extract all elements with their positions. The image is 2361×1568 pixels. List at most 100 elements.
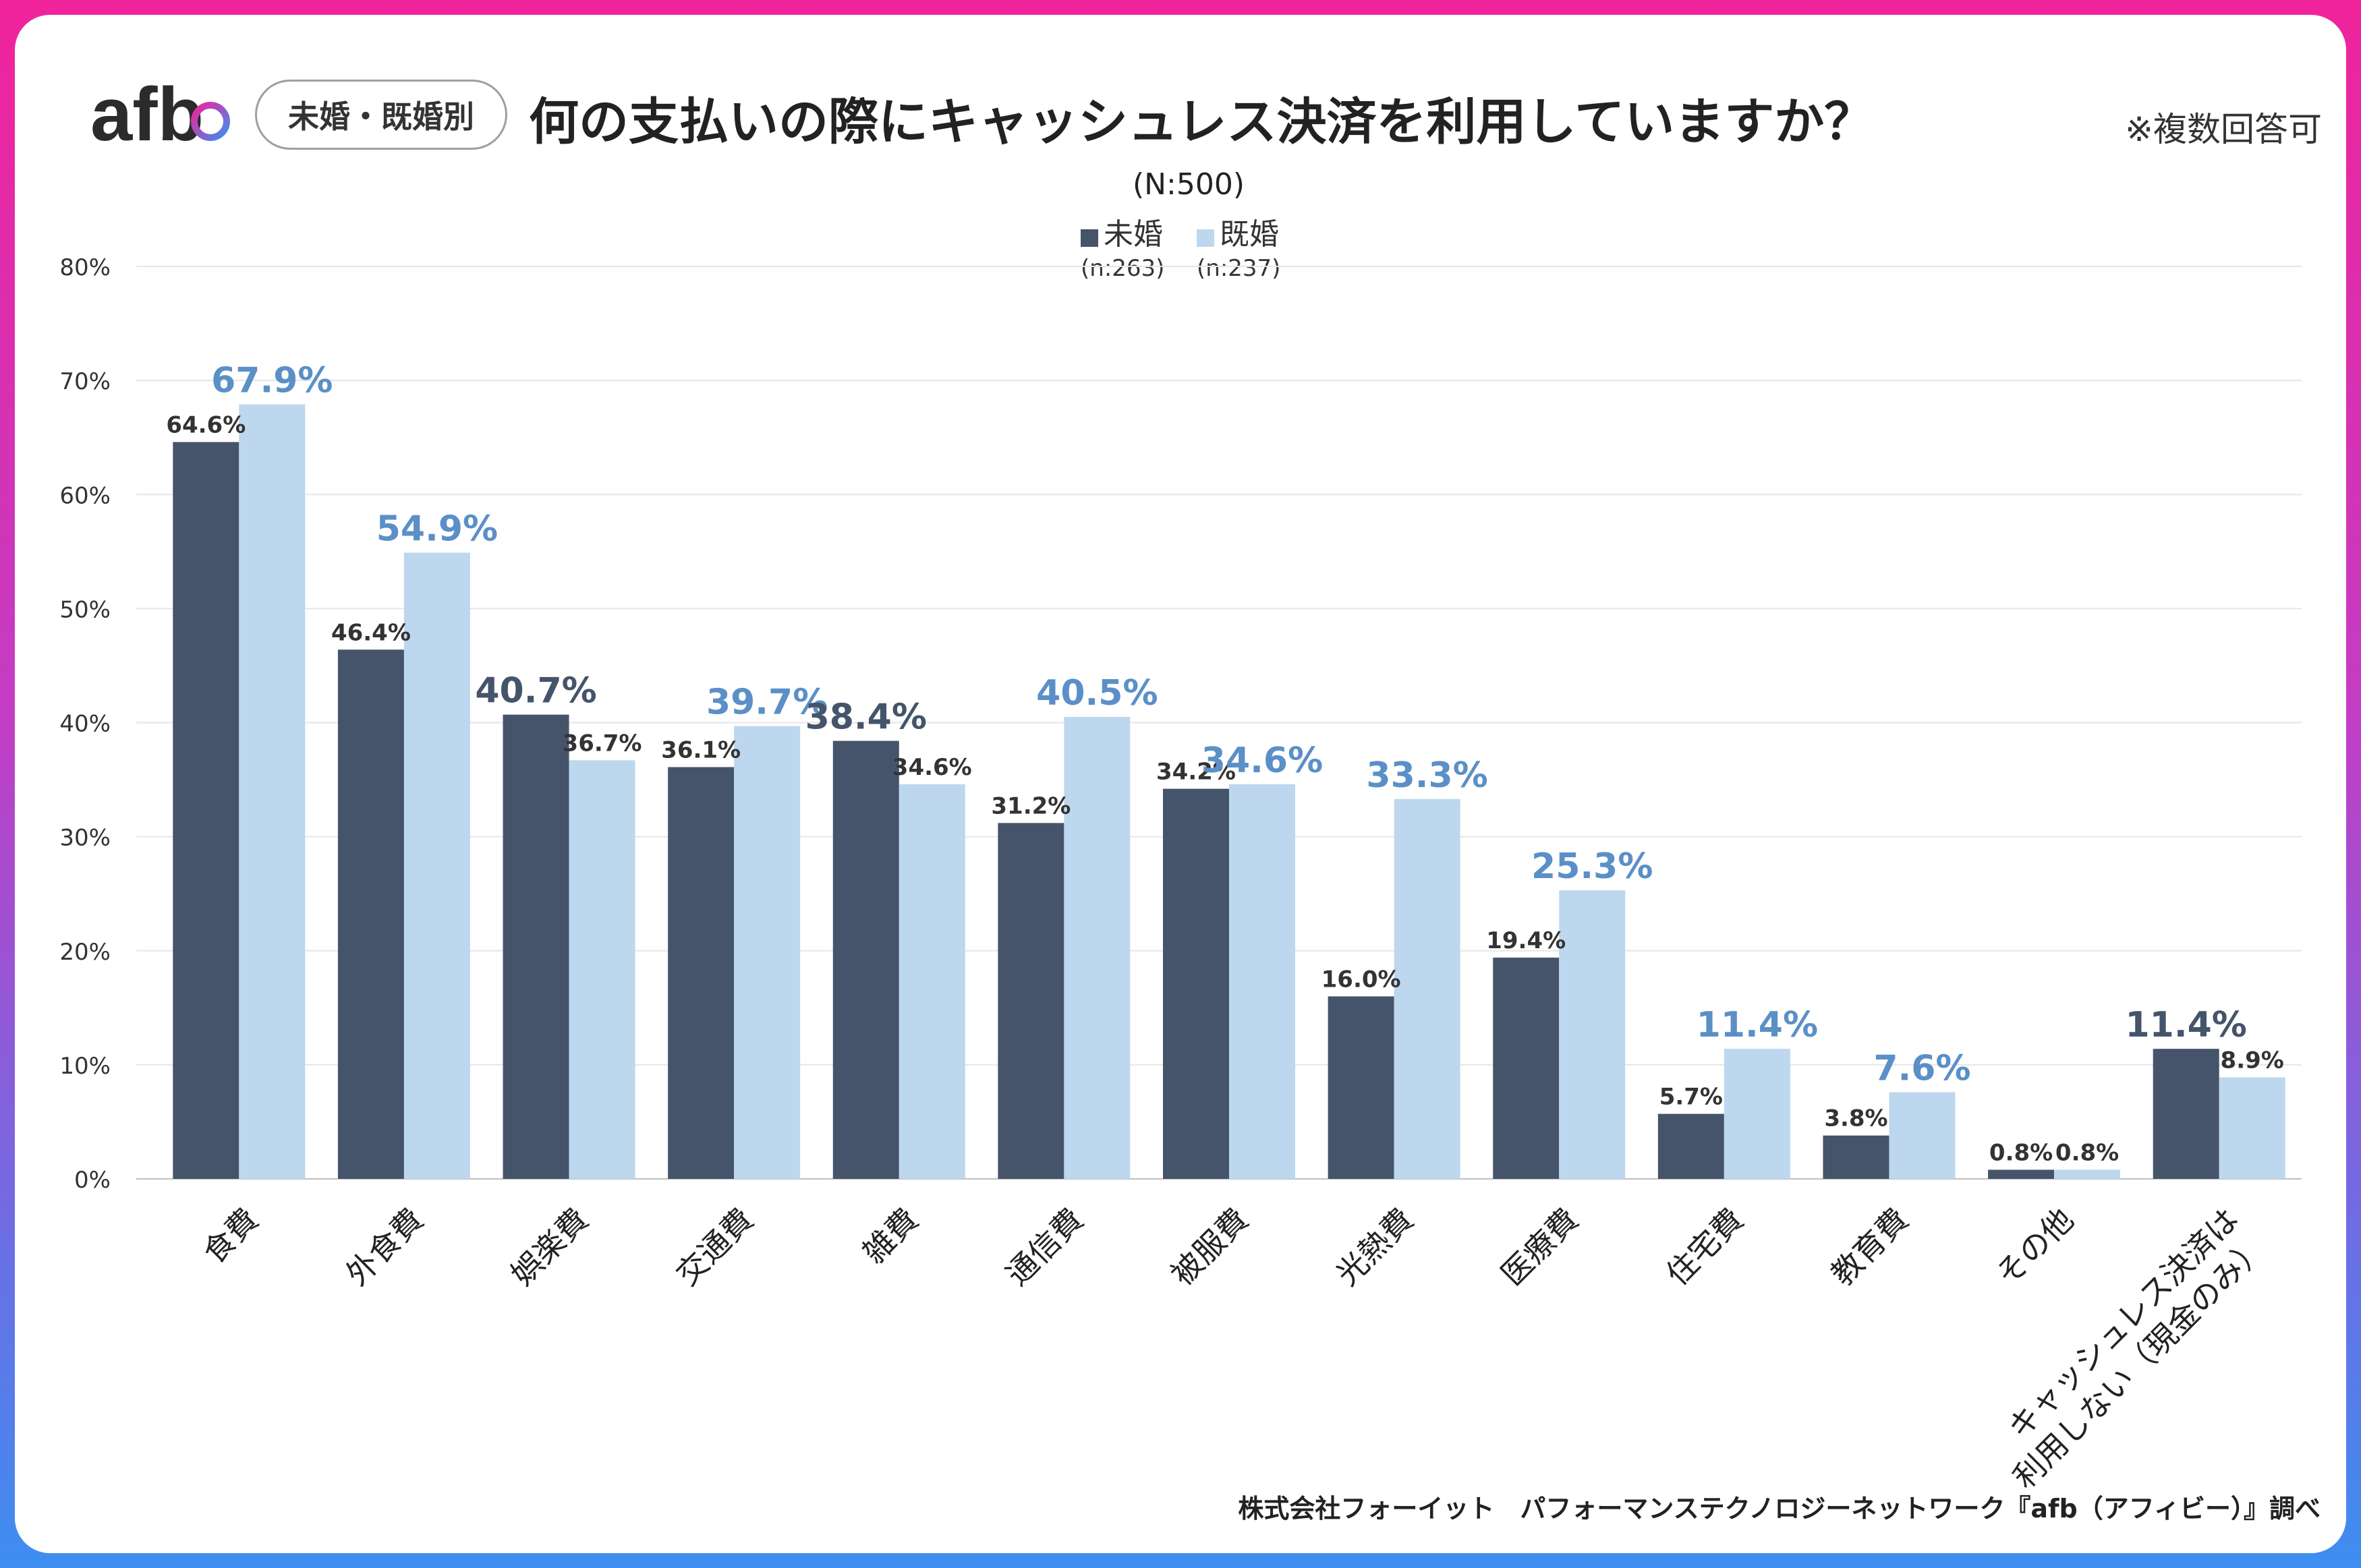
chart-card: afb 未婚・既婚別 何の支払いの際にキャッシュレス決済を利用していますか？ ※… xyxy=(15,15,2346,1553)
data-label-married: 25.3% xyxy=(1531,846,1653,887)
data-label-unmarried: 5.7% xyxy=(1659,1084,1723,1111)
category-label-line: 被服費 xyxy=(1164,1201,1255,1293)
category-label-line: 交通費 xyxy=(669,1201,760,1293)
data-label-unmarried: 36.1% xyxy=(661,736,741,763)
category-label: 住宅費 xyxy=(1659,1201,1751,1293)
bar-unmarried xyxy=(1988,1169,2055,1179)
bar-unmarried xyxy=(1328,996,1394,1179)
data-label-unmarried: 34.2% xyxy=(1156,759,1236,786)
bar-married xyxy=(1064,717,1131,1179)
data-label-unmarried: 64.6% xyxy=(166,411,246,438)
data-label-married: 36.7% xyxy=(563,730,642,757)
logo-accent-ring xyxy=(191,102,230,141)
data-label-unmarried: 0.8% xyxy=(1989,1139,2053,1166)
category-label-line: 教育費 xyxy=(1824,1201,1916,1293)
bar-married xyxy=(1559,890,1626,1179)
data-label-unmarried: 3.8% xyxy=(1824,1105,1887,1132)
category-label: 光熱費 xyxy=(1329,1201,1421,1293)
category-label: 娯楽費 xyxy=(504,1201,596,1293)
category-label-line: 外食費 xyxy=(339,1201,430,1293)
segment-tag: 未婚・既婚別 xyxy=(255,80,507,150)
category-label: 交通費 xyxy=(669,1201,760,1293)
data-label-married: 34.6% xyxy=(1201,741,1323,781)
data-label-married: 40.5% xyxy=(1036,673,1158,714)
data-label-married: 39.7% xyxy=(706,683,828,723)
legend: 未婚 (n:263) 既婚 (n:237) xyxy=(1081,214,1337,289)
bar-married xyxy=(2219,1077,2285,1179)
bar-unmarried xyxy=(2153,1049,2219,1179)
category-label-line: 光熱費 xyxy=(1329,1201,1421,1293)
multiple-answer-note: ※複数回答可 xyxy=(2125,110,2322,149)
category-label: その他 xyxy=(1989,1201,2080,1293)
bar-married xyxy=(734,726,801,1179)
category-label-line: 食費 xyxy=(196,1201,265,1271)
y-tick-label: 40% xyxy=(59,711,111,738)
data-label-unmarried: 11.4% xyxy=(2125,1005,2246,1045)
legend-swatch-married xyxy=(1197,229,1214,247)
category-label: 外食費 xyxy=(339,1201,430,1293)
y-tick-label: 20% xyxy=(59,939,111,966)
data-label-married: 34.6% xyxy=(892,754,972,781)
category-label-line: 雑費 xyxy=(856,1201,926,1271)
category-label: 教育費 xyxy=(1824,1201,1916,1293)
y-tick-label: 60% xyxy=(59,482,111,509)
category-label-line: 住宅費 xyxy=(1659,1201,1751,1293)
category-label-line: 利用しない（現金のみ） xyxy=(2006,1229,2273,1496)
bar-married xyxy=(403,552,470,1179)
bar-unmarried xyxy=(1823,1135,1889,1179)
bar-married xyxy=(1889,1092,1956,1179)
data-label-unmarried: 38.4% xyxy=(805,697,927,738)
bar-unmarried xyxy=(173,442,239,1179)
y-tick-label: 0% xyxy=(74,1167,111,1194)
legend-swatch-unmarried xyxy=(1081,229,1098,247)
bar-married xyxy=(569,760,635,1179)
bar-unmarried xyxy=(503,714,569,1179)
category-label-line: 医療費 xyxy=(1494,1201,1586,1293)
legend-item-married: 既婚 (n:237) xyxy=(1197,214,1318,289)
y-tick-label: 70% xyxy=(59,368,111,395)
data-label-married: 33.3% xyxy=(1366,755,1487,796)
bar-married xyxy=(899,784,965,1179)
y-tick-label: 80% xyxy=(59,254,111,281)
bar-married xyxy=(1724,1049,1790,1179)
afb-logo: afb xyxy=(90,74,230,156)
data-label-unmarried: 31.2% xyxy=(991,792,1071,819)
data-label-married: 11.4% xyxy=(1697,1005,1818,1045)
data-label-married: 0.8% xyxy=(2055,1139,2119,1166)
logo-text: afb xyxy=(90,74,204,156)
y-tick-label: 30% xyxy=(59,825,111,852)
legend-n-unmarried: (n:263) xyxy=(1081,255,1165,282)
sample-size: (N:500) xyxy=(1132,167,1245,202)
legend-label-unmarried: 未婚 xyxy=(1104,217,1163,252)
category-label: 食費 xyxy=(196,1201,265,1271)
category-label-line: 通信費 xyxy=(999,1201,1091,1293)
chart-title: 何の支払いの際にキャッシュレス決済を利用していますか？ xyxy=(529,93,1875,151)
y-tick-label: 50% xyxy=(59,596,111,623)
data-label-unmarried: 40.7% xyxy=(475,671,596,712)
data-label-married: 67.9% xyxy=(211,361,333,401)
category-label-line: その他 xyxy=(1989,1201,2080,1293)
category-label: 医療費 xyxy=(1494,1201,1586,1293)
data-label-married: 54.9% xyxy=(376,509,498,550)
bar-married xyxy=(1229,784,1295,1179)
bar-married xyxy=(2054,1169,2121,1179)
legend-label-married: 既婚 xyxy=(1220,217,1279,252)
data-label-unmarried: 19.4% xyxy=(1486,927,1566,954)
legend-n-married: (n:237) xyxy=(1197,255,1281,282)
y-tick-label: 10% xyxy=(59,1053,111,1080)
bar-unmarried xyxy=(337,649,404,1179)
bar-unmarried xyxy=(668,767,735,1179)
data-label-unmarried: 16.0% xyxy=(1321,966,1401,993)
source-credit: 株式会社フォーイット パフォーマンステクノロジーネットワーク『afb（アフィビー… xyxy=(1238,1494,2321,1523)
bar-unmarried xyxy=(1657,1113,1724,1179)
category-label-line: 娯楽費 xyxy=(504,1201,596,1293)
bar-unmarried xyxy=(1493,957,1560,1179)
bar-married xyxy=(1394,798,1460,1179)
category-label: 雑費 xyxy=(856,1201,926,1271)
data-label-unmarried: 46.4% xyxy=(331,619,411,646)
bar-unmarried xyxy=(998,823,1064,1179)
bar-married xyxy=(239,404,306,1179)
legend-item-unmarried: 未婚 (n:263) xyxy=(1081,214,1202,289)
bar-chart: 0% 10% 20% 30% 40% 50% 60% 70% 80% 64.6% 67.9% 食費 46… xyxy=(59,254,2302,1496)
data-label-married: 8.9% xyxy=(2221,1047,2284,1074)
